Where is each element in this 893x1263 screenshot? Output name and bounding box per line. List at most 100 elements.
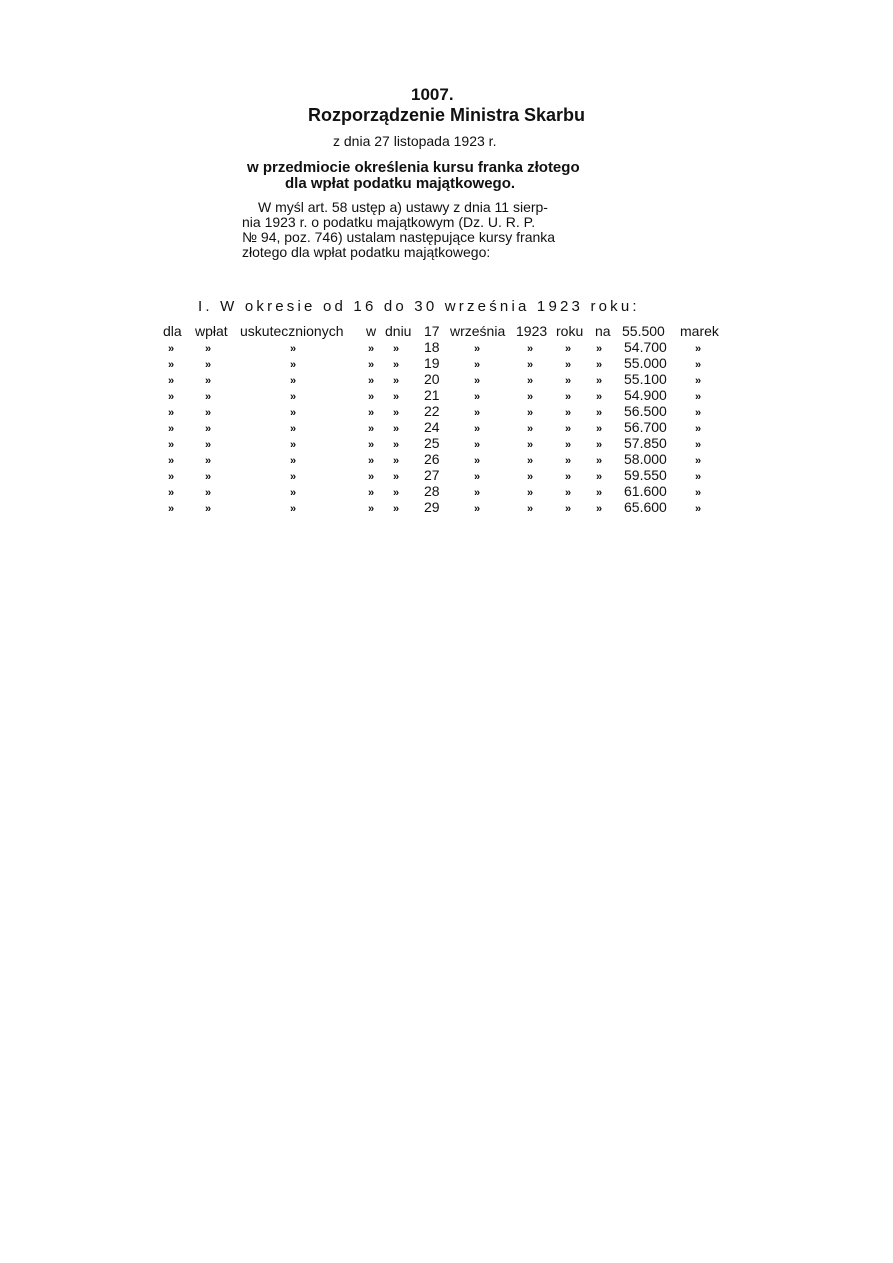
ditto-mark: » xyxy=(695,471,702,483)
row-day: 29 xyxy=(424,499,440,515)
paragraph-line-1: W myśl art. 58 ustęp a) ustawy z dnia 11… xyxy=(258,199,548,215)
ditto-mark: » xyxy=(290,391,297,403)
ditto-mark: » xyxy=(695,343,702,355)
ditto-mark: » xyxy=(368,375,375,387)
ditto-mark: » xyxy=(596,407,603,419)
ditto-mark: » xyxy=(290,407,297,419)
ditto-mark: » xyxy=(368,487,375,499)
ditto-mark: » xyxy=(527,455,534,467)
ditto-mark: » xyxy=(596,455,603,467)
ditto-mark: » xyxy=(393,487,400,499)
ditto-mark: » xyxy=(596,503,603,515)
ditto-mark: » xyxy=(368,407,375,419)
ditto-mark: » xyxy=(368,391,375,403)
ditto-mark: » xyxy=(368,503,375,515)
row-value: 54.900 xyxy=(624,387,667,403)
ditto-mark: » xyxy=(290,343,297,355)
ditto-mark: » xyxy=(527,391,534,403)
ditto-mark: » xyxy=(393,423,400,435)
ditto-mark: » xyxy=(393,471,400,483)
ditto-mark: » xyxy=(205,471,212,483)
ditto-mark: » xyxy=(290,471,297,483)
ditto-mark: » xyxy=(565,423,572,435)
row-day: 21 xyxy=(424,387,440,403)
row-day: 24 xyxy=(424,419,440,435)
row-value: 56.500 xyxy=(624,403,667,419)
ditto-mark: » xyxy=(290,487,297,499)
header-word: roku xyxy=(556,323,584,339)
ditto-mark: » xyxy=(596,343,603,355)
paragraph-line-4: złotego dla wpłat podatku majątkowego: xyxy=(242,244,491,260)
row-value: 61.600 xyxy=(624,483,667,499)
ditto-mark: » xyxy=(168,343,175,355)
ditto-mark: » xyxy=(168,503,175,515)
ditto-mark: » xyxy=(565,471,572,483)
ditto-mark: » xyxy=(695,503,702,515)
row-value: 59.550 xyxy=(624,467,667,483)
header-word: w xyxy=(366,323,377,339)
row-day: 20 xyxy=(424,371,440,387)
ditto-mark: » xyxy=(596,359,603,371)
ditto-mark: » xyxy=(368,439,375,451)
header-word: 1923 xyxy=(516,323,548,339)
row-value: 65.600 xyxy=(624,499,667,515)
row-value: 55.100 xyxy=(624,371,667,387)
ditto-mark: » xyxy=(695,439,702,451)
ditto-mark: » xyxy=(168,375,175,387)
ditto-mark: » xyxy=(205,487,212,499)
ditto-mark: » xyxy=(474,455,481,467)
ditto-mark: » xyxy=(290,439,297,451)
ditto-mark: » xyxy=(474,407,481,419)
header-word: dniu xyxy=(385,323,412,339)
ditto-mark: » xyxy=(565,503,572,515)
subject-line-2: dla wpłat podatku majątkowego. xyxy=(285,175,516,192)
header-word: marek xyxy=(680,323,719,339)
ditto-mark: » xyxy=(474,343,481,355)
ditto-mark: » xyxy=(205,439,212,451)
ditto-mark: » xyxy=(474,471,481,483)
ditto-mark: » xyxy=(368,471,375,483)
ditto-mark: » xyxy=(205,407,212,419)
ditto-mark: » xyxy=(695,487,702,499)
ditto-mark: » xyxy=(596,375,603,387)
ditto-mark: » xyxy=(393,407,400,419)
row-day: 26 xyxy=(424,451,440,467)
ditto-mark: » xyxy=(168,391,175,403)
header-word: na xyxy=(595,323,611,339)
ditto-mark: » xyxy=(527,439,534,451)
paragraph-line-3: № 94, poz. 746) ustalam następujące kurs… xyxy=(242,229,556,245)
ditto-mark: » xyxy=(290,423,297,435)
ditto-mark: » xyxy=(168,407,175,419)
header-word: uskutecznionych xyxy=(240,323,344,339)
ditto-mark: » xyxy=(393,343,400,355)
act-number: 1007. xyxy=(411,85,454,104)
ditto-mark: » xyxy=(205,375,212,387)
header-word: września xyxy=(450,323,506,339)
ditto-mark: » xyxy=(527,359,534,371)
header-word: 17 xyxy=(424,323,440,339)
ditto-mark: » xyxy=(168,423,175,435)
ditto-mark: » xyxy=(393,455,400,467)
ditto-mark: » xyxy=(565,407,572,419)
ditto-mark: » xyxy=(596,471,603,483)
ditto-mark: » xyxy=(290,455,297,467)
ditto-mark: » xyxy=(393,375,400,387)
ditto-mark: » xyxy=(290,375,297,387)
ditto-mark: » xyxy=(474,391,481,403)
ditto-mark: » xyxy=(168,359,175,371)
row-value: 57.850 xyxy=(624,435,667,451)
row-day: 18 xyxy=(424,339,440,355)
ditto-mark: » xyxy=(565,359,572,371)
header-word: dla xyxy=(163,323,182,339)
ditto-mark: » xyxy=(168,471,175,483)
ditto-mark: » xyxy=(527,407,534,419)
ditto-mark: » xyxy=(168,487,175,499)
row-day: 25 xyxy=(424,435,440,451)
ditto-mark: » xyxy=(168,455,175,467)
row-value: 56.700 xyxy=(624,419,667,435)
paragraph-line-2: nia 1923 r. o podatku majątkowym (Dz. U.… xyxy=(242,214,536,230)
ditto-mark: » xyxy=(596,391,603,403)
ditto-mark: » xyxy=(695,423,702,435)
ditto-mark: » xyxy=(695,375,702,387)
ditto-mark: » xyxy=(565,487,572,499)
